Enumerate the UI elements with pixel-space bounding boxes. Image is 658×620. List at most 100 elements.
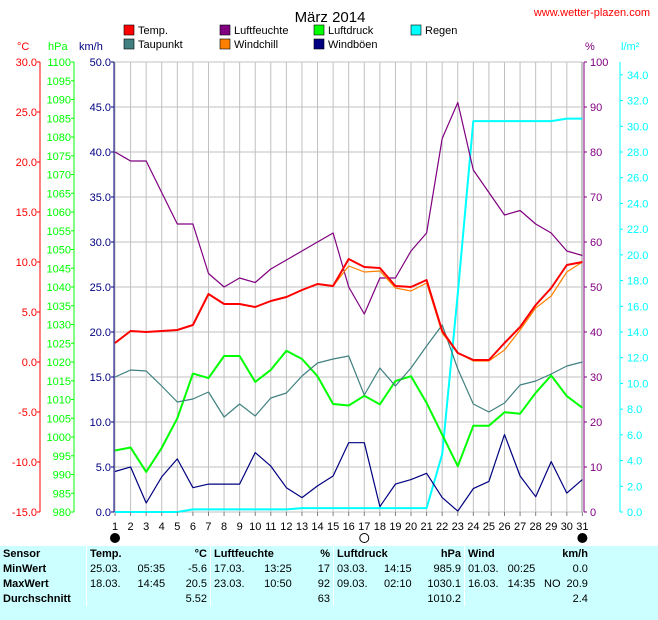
- stats-header-wind-unit: km/h: [562, 547, 588, 560]
- wind-axis-tick-label: 25.0: [90, 282, 111, 294]
- humidity-axis-tick-label: 70: [590, 192, 602, 204]
- temp-axis-tick-label: -15.0: [12, 507, 37, 519]
- moon-phase-icon: [359, 533, 370, 543]
- stats-temp-time: [135, 591, 178, 606]
- rain-axis-tick-label: 32.0: [627, 96, 648, 108]
- rain-axis-tick-label: 18.0: [627, 276, 648, 288]
- stats-header-temp-unit: °C: [194, 547, 207, 560]
- stats-wind-dir: [541, 561, 564, 576]
- stats-wind-value: 0.0: [572, 562, 588, 575]
- x-tick-label: 25: [483, 521, 495, 533]
- x-tick-label: 23: [452, 521, 464, 533]
- stats-press-time: 14:15: [384, 562, 412, 575]
- stats-wind-date: [463, 591, 505, 606]
- pressure-axis-tick-label: 1095: [47, 76, 71, 88]
- x-tick-label: 3: [143, 521, 149, 533]
- x-tick-label: 11: [265, 521, 276, 533]
- legend-swatch: [219, 38, 231, 50]
- wind-axis-tick-label: 5.0: [96, 462, 111, 474]
- humidity-axis-tick-label: 10: [590, 462, 602, 474]
- x-tick-label: 19: [389, 521, 401, 533]
- press-axis-unit: hPa: [48, 41, 68, 53]
- x-tick-label: 16: [343, 521, 355, 533]
- stats-press-value: 985.9: [433, 562, 461, 575]
- pressure-axis-tick-label: 1070: [47, 170, 71, 182]
- pressure-axis-tick-label: 1035: [47, 301, 71, 313]
- humidity-axis-tick-label: 50: [590, 282, 602, 294]
- x-tick-label: 15: [327, 521, 339, 533]
- x-tick-label: 20: [405, 521, 417, 533]
- legend-label: Taupunkt: [138, 39, 183, 51]
- rain-axis-tick-label: 0.0: [627, 507, 642, 519]
- stats-wind-time: 14:35: [507, 577, 536, 590]
- legend-label: Luftdruck: [328, 25, 374, 37]
- rain-axis-unit: l/m²: [621, 41, 640, 53]
- wind-axis-tick-label: 10.0: [90, 417, 111, 429]
- series-regen-line: [115, 117, 583, 513]
- pressure-axis-tick-label: 1020: [47, 357, 71, 369]
- stats-hum-value: 92: [317, 577, 330, 590]
- rain-axis-tick-label: 16.0: [627, 301, 648, 313]
- stats-hum-date: 23.03.: [210, 576, 262, 591]
- wind-axis-unit: km/h: [79, 41, 103, 53]
- pressure-axis-tick-label: 1025: [47, 338, 71, 350]
- x-axis: 1 2 3 4 5 6 7 8 9 10 11 12 13 14 15 16 17 18 19 20 21 22 23 24 2…: [110, 512, 589, 543]
- x-tick-label: 28: [530, 521, 542, 533]
- stats-hum-time: [261, 591, 307, 606]
- stats-temp-time: 14:45: [137, 577, 166, 590]
- hum-axis-unit: %: [585, 41, 595, 53]
- rain-axis-tick-label: 10.0: [627, 378, 648, 390]
- stats-row-max: MaxWert 18.03. 14:45 20.5 23.03. 10:50 9…: [0, 576, 591, 591]
- wind-axis-tick-label: 15.0: [90, 372, 111, 384]
- x-tick-label: 24: [467, 521, 479, 533]
- pressure-axis-tick-label: 1085: [47, 113, 71, 125]
- stats-header-hum-unit: %: [320, 547, 330, 560]
- stats-header-temp: Temp.: [86, 546, 178, 561]
- stats-label: Durchschnitt: [3, 592, 71, 605]
- wind-axis-tick-label: 20.0: [90, 327, 111, 339]
- pressure-axis-tick-label: 1045: [47, 263, 71, 275]
- stats-wind-dir: NO: [544, 577, 561, 590]
- stats-header-press-unit: hPa: [440, 547, 461, 560]
- stats-wind-time: [505, 591, 541, 606]
- pressure-axis-tick-label: 1040: [47, 282, 71, 294]
- temp-axis-tick-label: 0.0: [22, 357, 37, 369]
- stats-hum-time: 10:50: [264, 577, 292, 590]
- temp-axis-unit: °C: [17, 41, 29, 53]
- stats-press-time: [381, 591, 424, 606]
- stats-temp-date: 18.03.: [85, 576, 135, 591]
- pressure-axis-tick-label: 1055: [47, 226, 71, 238]
- legend-swatch: [410, 24, 422, 36]
- pressure-axis-tick-label: 1080: [47, 132, 71, 144]
- stats-wind-time: 00:25: [507, 562, 536, 575]
- x-tick-label: 12: [280, 521, 292, 533]
- stats-hum-value: 17: [317, 562, 330, 575]
- stats-temp-date: [85, 591, 135, 606]
- series-lines: [114, 101, 584, 513]
- temp-axis-tick-label: 25.0: [16, 107, 37, 119]
- humidity-axis-tick-label: 40: [590, 327, 602, 339]
- x-tick-label: 27: [514, 521, 526, 533]
- pressure-axis-tick-label: 1060: [47, 207, 71, 219]
- wind-axis-tick-label: 45.0: [90, 102, 111, 114]
- pressure-axis-tick-label: 1075: [47, 151, 71, 163]
- pressure-axis-tick-label: 1100: [47, 57, 71, 69]
- wind-axis-tick-label: 30.0: [90, 237, 111, 249]
- stats-press-value: 1010.2: [427, 592, 461, 605]
- x-tick-label: 29: [545, 521, 557, 533]
- series-luftdruck-line: [114, 349, 584, 473]
- moon-phase-icon: [110, 533, 120, 543]
- stats-press-time: 02:10: [384, 577, 412, 590]
- stats-table: Sensor Temp. °C Luftfeuchte % Luftdruck …: [0, 546, 591, 606]
- rain-axis-tick-label: 4.0: [627, 456, 642, 468]
- stats-hum-date: [210, 591, 262, 606]
- site-url: www.wetter-plazen.com: [533, 7, 650, 19]
- rain-axis-tick-label: 12.0: [627, 353, 648, 365]
- weather-chart: März 2014 www.wetter-plazen.com Temp. Luf…: [12, 7, 650, 543]
- stats-header-sensor: Sensor: [3, 547, 41, 560]
- x-tick-label: 4: [159, 521, 165, 533]
- stats-header-wind: Wind: [464, 546, 541, 561]
- rain-axis-tick-label: 2.0: [627, 481, 642, 493]
- stats-panel: Sensor Temp. °C Luftfeuchte % Luftdruck …: [0, 546, 658, 620]
- x-tick-label: 31: [576, 521, 588, 533]
